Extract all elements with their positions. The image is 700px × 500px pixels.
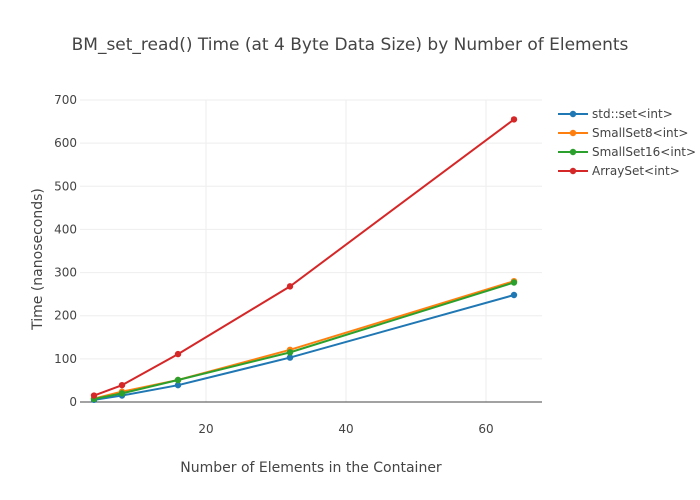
legend-label: SmallSet8<int> — [592, 126, 688, 140]
data-point — [510, 116, 518, 123]
y-axis-title: Time (nanoseconds) — [30, 188, 46, 331]
legend-item: SmallSet8<int> — [558, 126, 688, 140]
legend-label: SmallSet16<int> — [592, 145, 696, 159]
data-point — [286, 283, 294, 290]
legend-label: std::set<int> — [592, 107, 673, 121]
plot-area — [90, 116, 518, 404]
x-tick-label: 20 — [198, 422, 213, 436]
x-tick-label: 60 — [478, 422, 493, 436]
x-axis-title: Number of Elements in the Container — [180, 460, 442, 476]
y-tick-label: 400 — [54, 222, 77, 236]
series-group — [90, 116, 518, 399]
data-point — [90, 392, 98, 399]
y-tick-label: 700 — [54, 93, 77, 107]
data-point — [174, 381, 182, 389]
data-point — [510, 279, 518, 286]
data-point — [286, 349, 294, 356]
y-tick-label: 200 — [54, 309, 77, 323]
y-tick-label: 0 — [69, 395, 77, 409]
legend-marker — [569, 129, 577, 137]
data-point — [286, 354, 294, 361]
data-point — [174, 350, 182, 358]
legend: std::set<int>SmallSet8<int>SmallSet16<in… — [558, 107, 696, 178]
legend-marker — [569, 110, 577, 118]
axes: 0 100 200 300 400 500 600 700 20 40 60 — [54, 93, 542, 436]
y-tick-label: 600 — [54, 136, 77, 150]
y-tick-label: 100 — [54, 352, 77, 366]
legend-marker — [569, 167, 577, 175]
y-tick-label: 500 — [54, 179, 77, 193]
legend-item: std::set<int> — [558, 107, 673, 121]
data-point — [118, 390, 126, 397]
x-tick-label: 40 — [338, 422, 353, 436]
legend-marker — [569, 148, 577, 156]
y-tick-label: 300 — [54, 266, 77, 280]
legend-label: ArraySet<int> — [592, 164, 680, 178]
grid-lines — [80, 99, 542, 402]
data-point — [174, 376, 182, 384]
series-group — [90, 279, 518, 403]
data-point — [118, 381, 126, 389]
legend-item: ArraySet<int> — [558, 164, 680, 178]
chart-title: BM_set_read() Time (at 4 Byte Data Size)… — [72, 35, 629, 55]
legend-item: SmallSet16<int> — [558, 145, 696, 159]
data-point — [510, 291, 518, 299]
